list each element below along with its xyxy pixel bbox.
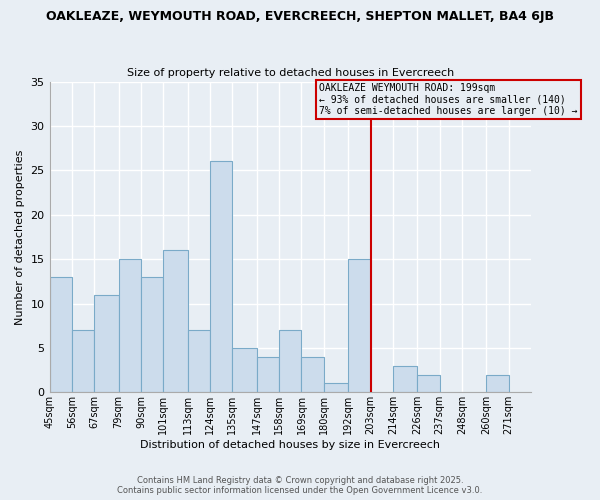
Bar bbox=[232, 348, 257, 393]
Bar bbox=[50, 277, 72, 392]
Bar bbox=[188, 330, 210, 392]
Bar bbox=[487, 374, 509, 392]
Bar bbox=[210, 162, 232, 392]
Y-axis label: Number of detached properties: Number of detached properties bbox=[15, 149, 25, 324]
Bar bbox=[418, 374, 440, 392]
Text: Contains HM Land Registry data © Crown copyright and database right 2025.
Contai: Contains HM Land Registry data © Crown c… bbox=[118, 476, 482, 495]
Bar bbox=[163, 250, 188, 392]
Text: OAKLEAZE, WEYMOUTH ROAD, EVERCREECH, SHEPTON MALLET, BA4 6JB: OAKLEAZE, WEYMOUTH ROAD, EVERCREECH, SHE… bbox=[46, 10, 554, 23]
Bar bbox=[72, 330, 94, 392]
Bar bbox=[279, 330, 301, 392]
Bar bbox=[141, 277, 163, 392]
Bar bbox=[393, 366, 418, 392]
Bar bbox=[348, 259, 371, 392]
Bar bbox=[119, 259, 141, 392]
X-axis label: Distribution of detached houses by size in Evercreech: Distribution of detached houses by size … bbox=[140, 440, 440, 450]
Bar bbox=[324, 384, 348, 392]
Text: OAKLEAZE WEYMOUTH ROAD: 199sqm
← 93% of detached houses are smaller (140)
7% of : OAKLEAZE WEYMOUTH ROAD: 199sqm ← 93% of … bbox=[319, 83, 578, 116]
Bar bbox=[257, 357, 279, 392]
Bar bbox=[94, 294, 119, 392]
Bar bbox=[301, 357, 324, 392]
Title: Size of property relative to detached houses in Evercreech: Size of property relative to detached ho… bbox=[127, 68, 454, 78]
